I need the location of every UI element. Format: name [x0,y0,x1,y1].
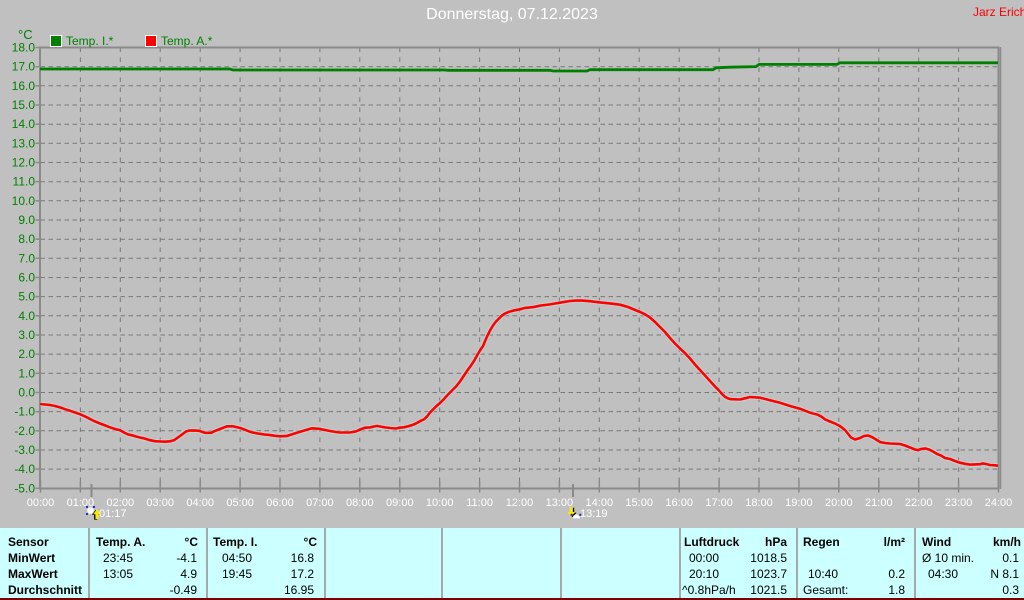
svg-text:16.0: 16.0 [12,79,36,93]
svg-text:01:17: 01:17 [99,508,127,520]
svg-text:06:00: 06:00 [266,497,294,509]
svg-text:10.0: 10.0 [12,194,36,208]
svg-text:-4.0: -4.0 [14,462,35,476]
svg-text:19:00: 19:00 [785,497,813,509]
svg-text:10:00: 10:00 [426,497,454,509]
svg-text:1.0: 1.0 [18,366,35,380]
svg-text:12:00: 12:00 [506,497,534,509]
svg-text:13:19: 13:19 [580,508,608,520]
svg-text:11.0: 11.0 [13,175,36,189]
svg-text:11:00: 11:00 [466,497,493,509]
svg-text:09:00: 09:00 [386,497,414,509]
svg-text:01:00: 01:00 [67,497,95,509]
svg-text:2.0: 2.0 [18,347,35,361]
svg-text:15:00: 15:00 [625,497,653,509]
svg-text:0.0: 0.0 [18,386,35,400]
svg-text:-2.0: -2.0 [14,424,35,438]
svg-text:13.0: 13.0 [12,136,36,150]
svg-text:3.0: 3.0 [18,328,35,342]
svg-text:20:00: 20:00 [825,497,853,509]
svg-text:Temp. I.*: Temp. I.* [66,34,114,48]
svg-text:05:00: 05:00 [226,497,254,509]
svg-text:5.0: 5.0 [18,290,35,304]
svg-text:13:00: 13:00 [546,497,574,509]
svg-text:-1.0: -1.0 [14,405,35,419]
svg-text:8.0: 8.0 [18,232,35,246]
svg-text:00:00: 00:00 [27,497,55,509]
svg-text:-5.0: -5.0 [14,481,35,495]
svg-text:14.0: 14.0 [12,117,36,131]
svg-text:17:00: 17:00 [705,497,733,509]
svg-text:02:00: 02:00 [107,497,135,509]
svg-text:Temp. A.*: Temp. A.* [161,34,213,48]
svg-text:07:00: 07:00 [306,497,334,509]
svg-text:04:00: 04:00 [186,497,214,509]
svg-text:15.0: 15.0 [12,98,36,112]
svg-text:21:00: 21:00 [865,497,893,509]
svg-text:17.0: 17.0 [12,60,36,74]
svg-text:16:00: 16:00 [665,497,693,509]
svg-text:9.0: 9.0 [18,213,35,227]
svg-text:22:00: 22:00 [905,497,933,509]
svg-text:24:00: 24:00 [985,497,1013,509]
svg-text:03:00: 03:00 [146,497,174,509]
svg-text:-3.0: -3.0 [14,443,35,457]
svg-text:23:00: 23:00 [945,497,973,509]
svg-text:°C: °C [18,27,33,42]
svg-text:14:00: 14:00 [586,497,614,509]
svg-text:08:00: 08:00 [346,497,374,509]
svg-text:7.0: 7.0 [18,251,35,265]
svg-text:6.0: 6.0 [18,271,35,285]
svg-text:18:00: 18:00 [745,497,773,509]
svg-text:18.0: 18.0 [12,41,36,55]
svg-text:4.0: 4.0 [18,309,35,323]
svg-text:12.0: 12.0 [12,156,36,170]
